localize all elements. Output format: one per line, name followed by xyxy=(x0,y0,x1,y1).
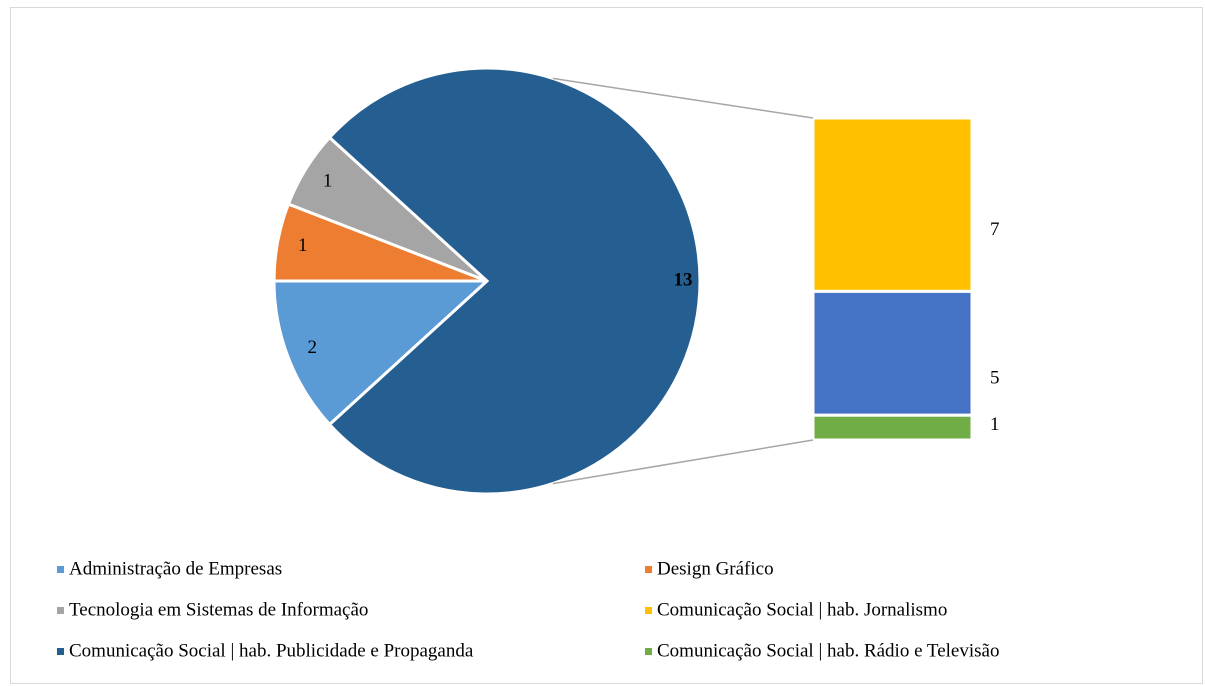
connector xyxy=(552,439,814,485)
slice-label: 13 xyxy=(673,269,692,290)
bar-segment xyxy=(811,289,974,417)
bar-segment xyxy=(811,116,974,293)
legend-label: Comunicação Social | hab. Rádio e Televi… xyxy=(657,640,999,661)
connector xyxy=(552,77,814,119)
bar-segment xyxy=(811,413,974,442)
legend-label: Design Gráfico xyxy=(657,558,774,579)
legend-swatch xyxy=(57,607,64,614)
legend-swatch xyxy=(645,607,652,614)
legend-swatch xyxy=(57,566,64,573)
slice-label: 1 xyxy=(298,235,308,256)
slice-label: 1 xyxy=(323,171,333,192)
legend-label: Tecnologia em Sistemas de Informação xyxy=(69,599,368,620)
pie-slice xyxy=(272,279,491,427)
pie-slice xyxy=(327,66,702,496)
bar-label: 1 xyxy=(990,414,1000,435)
legend-swatch xyxy=(645,648,652,655)
legend-label: Administração de Empresas xyxy=(69,558,282,579)
bar-label: 7 xyxy=(990,219,1000,240)
legend-swatch xyxy=(645,566,652,573)
legend-swatch xyxy=(57,648,64,655)
legend-label: Comunicação Social | hab. Publicidade e … xyxy=(69,640,474,661)
slice-label: 2 xyxy=(307,337,317,358)
legend-label: Comunicação Social | hab. Jornalismo xyxy=(657,599,947,620)
bar-label: 5 xyxy=(990,368,1000,389)
